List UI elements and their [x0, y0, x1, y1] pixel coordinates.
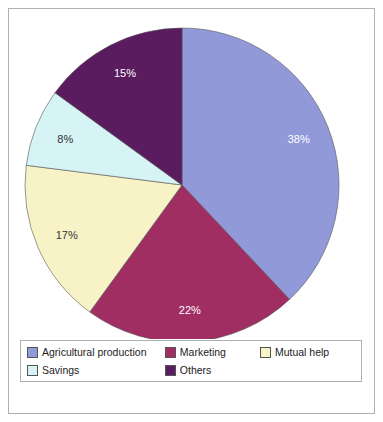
html-text:Savings: Savings	[42, 364, 80, 376]
svg-text:15%: 15%	[114, 67, 136, 79]
svg-text:8%: 8%	[57, 133, 73, 145]
html-text:Mutual help: Mutual help	[274, 346, 330, 358]
svg-text:22%: 22%	[179, 304, 201, 316]
html-text:Others: Others	[179, 364, 212, 376]
html-text:Agricultural production: Agricultural production	[42, 346, 147, 358]
html-text:Marketing: Marketing	[179, 346, 226, 358]
svg-text:17%: 17%	[56, 229, 78, 241]
svg-text:38%: 38%	[288, 133, 310, 145]
